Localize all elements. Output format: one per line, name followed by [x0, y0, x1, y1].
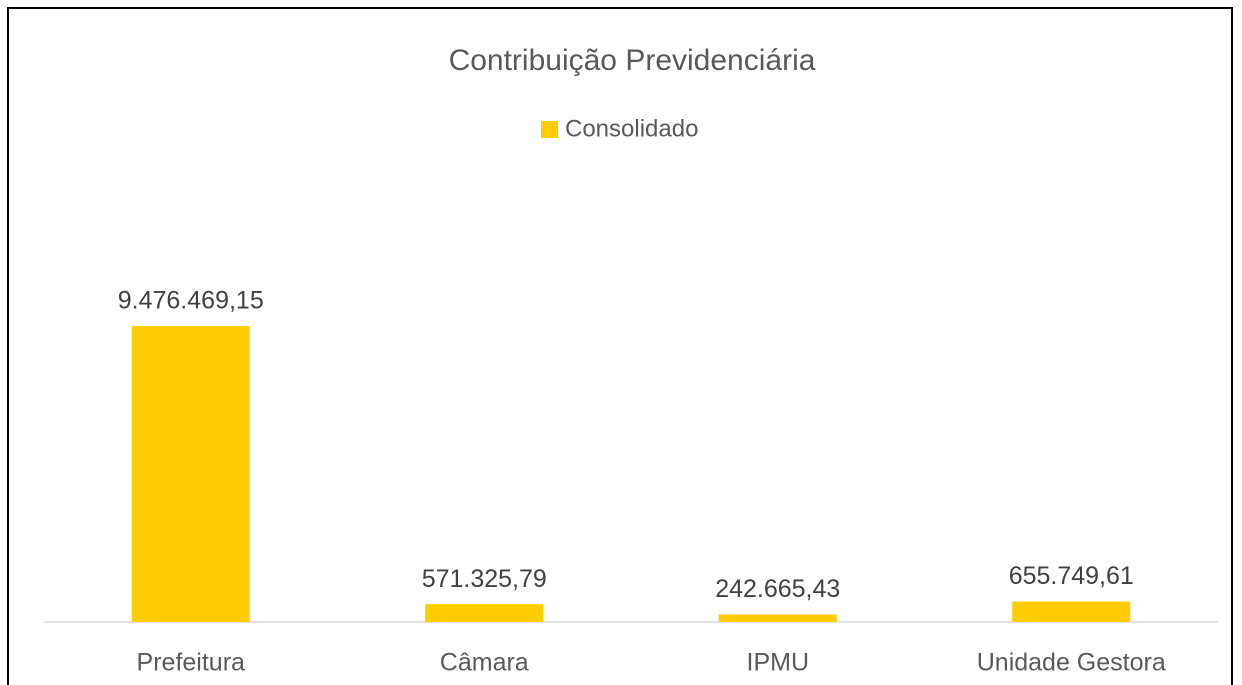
bar	[718, 614, 837, 622]
x-tick-label: IPMU	[747, 649, 810, 677]
x-tick-label: Câmara	[440, 649, 529, 677]
bar	[1012, 601, 1131, 622]
legend-label: Consolidado	[565, 115, 698, 142]
x-tick-label: Unidade Gestora	[977, 649, 1166, 677]
data-label: 571.325,79	[422, 565, 547, 593]
data-label: 242.665,43	[715, 575, 840, 603]
data-label: 655.749,61	[1009, 562, 1134, 590]
bar	[425, 604, 544, 622]
x-tick-label: Prefeitura	[137, 649, 245, 677]
bar	[131, 326, 250, 622]
chart-title: Contribuição Previdenciária	[449, 44, 816, 77]
legend-swatch	[541, 121, 558, 138]
data-label: 9.476.469,15	[118, 287, 264, 315]
